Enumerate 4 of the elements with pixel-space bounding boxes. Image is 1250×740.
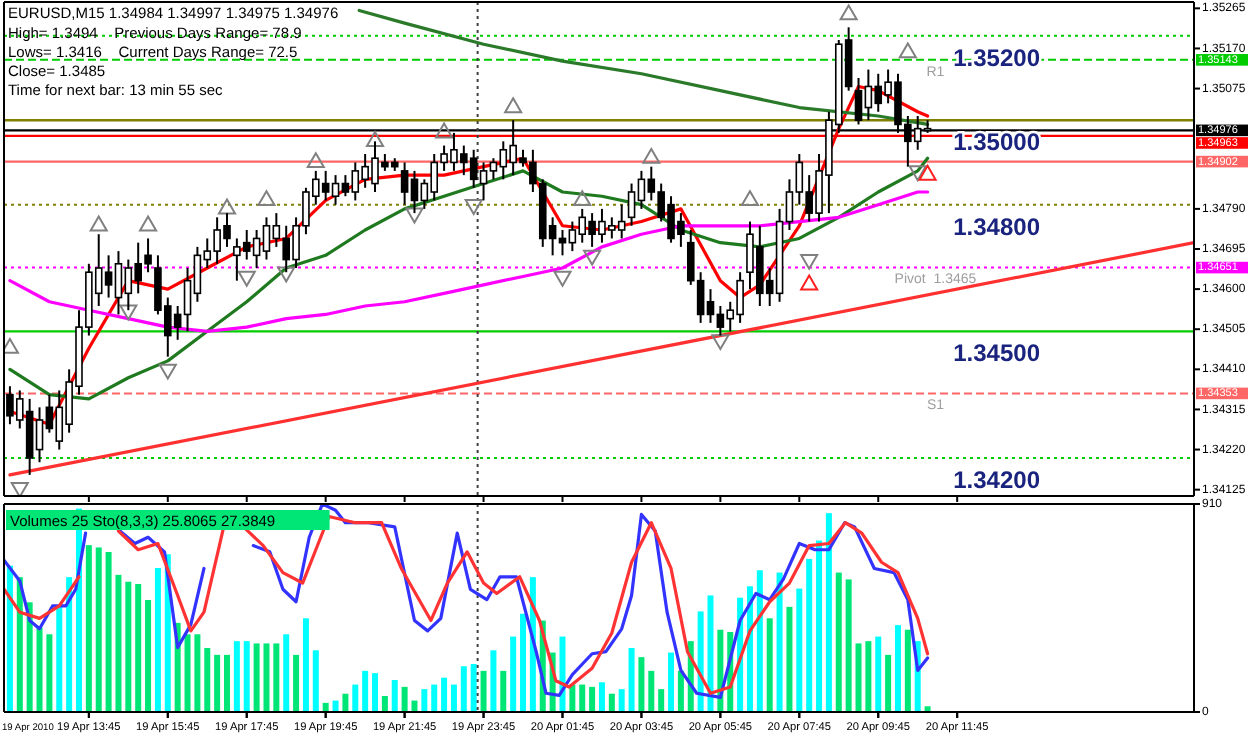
annotation: 1.34200 [953, 466, 1041, 494]
annotation: 1.34800 [953, 212, 1041, 241]
annotation: 1.34500 [953, 339, 1041, 368]
annotation: 1.35000 [953, 128, 1041, 157]
